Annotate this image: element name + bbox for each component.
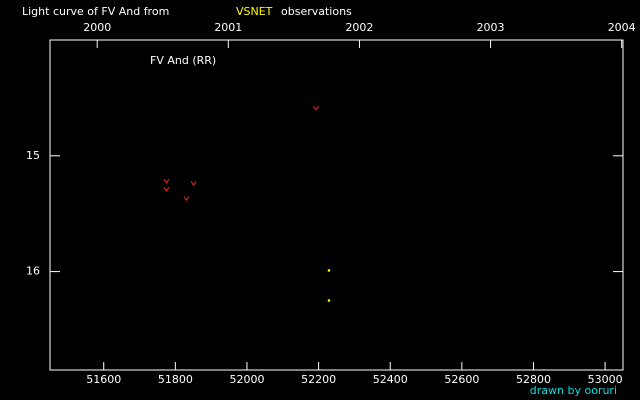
y-tick-label: 15 [26,149,40,162]
x-tick-label: 52800 [516,373,551,386]
x-tick-label: 52400 [373,373,408,386]
upper-limit-point [313,106,319,111]
x-tick-label: 52600 [444,373,479,386]
chart-title-suffix: observations [281,5,352,18]
x-tick-label: 51600 [86,373,121,386]
y-tick-label: 16 [26,265,40,278]
footer: drawn by ooruri [530,384,617,397]
upper-limit-point [183,196,190,201]
x2-tick-label: 2002 [345,21,373,34]
subtitle: FV And (RR) [150,54,216,67]
plot-frame [49,39,624,371]
x-tick-label: 53000 [588,373,623,386]
upper-limit-point [190,181,197,186]
upper-limit-point [163,187,170,192]
x-tick-label: 52000 [229,373,264,386]
x-tick-label: 51800 [158,373,193,386]
observation-point [327,269,331,272]
x2-tick-label: 2004 [608,21,636,34]
x2-tick-label: 2003 [477,21,505,34]
chart-title-source: VSNET [236,5,273,18]
x2-tick-label: 2000 [83,21,111,34]
x-tick-label: 52200 [301,373,336,386]
x2-tick-label: 2001 [214,21,242,34]
chart-title: Light curve of FV And from [22,5,169,18]
upper-limit-point [163,178,170,184]
observation-point [327,299,331,302]
